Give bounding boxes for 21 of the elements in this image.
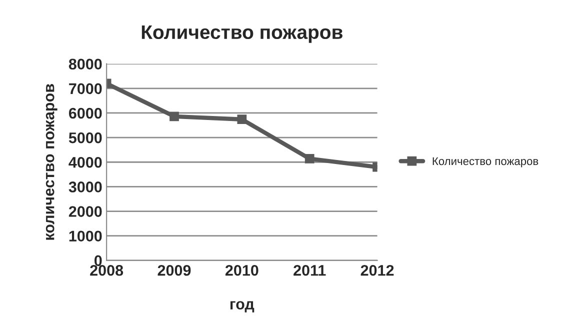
chart-title: Количество пожаров (142, 25, 342, 43)
point (237, 114, 247, 124)
point (170, 112, 179, 122)
x-tick-label: 2011 (294, 264, 326, 276)
x-tick-label: 2010 (225, 264, 258, 276)
y-axis-title: количество пожаров (46, 84, 58, 240)
y-tick-label: 7000 (69, 83, 102, 94)
y-tick-label: 5000 (68, 132, 102, 144)
point (304, 154, 314, 164)
y-tick-label: 1000 (69, 230, 102, 242)
y-tick-label: 6000 (68, 108, 102, 119)
x-axis-title: год (230, 301, 254, 312)
x-tick-label: 2012 (360, 264, 394, 276)
y-tick-label: 2000 (68, 206, 102, 217)
y-tick-label: 8000 (68, 58, 102, 70)
legend-label: Количество пожаров (432, 157, 538, 168)
y-tick-label: 4000 (68, 156, 102, 168)
x-tick-label: 2009 (158, 264, 191, 276)
x-tick-label: 2008 (90, 264, 124, 276)
y-tick-label: 3000 (68, 182, 102, 192)
y-tick-label: 0 (94, 255, 102, 266)
